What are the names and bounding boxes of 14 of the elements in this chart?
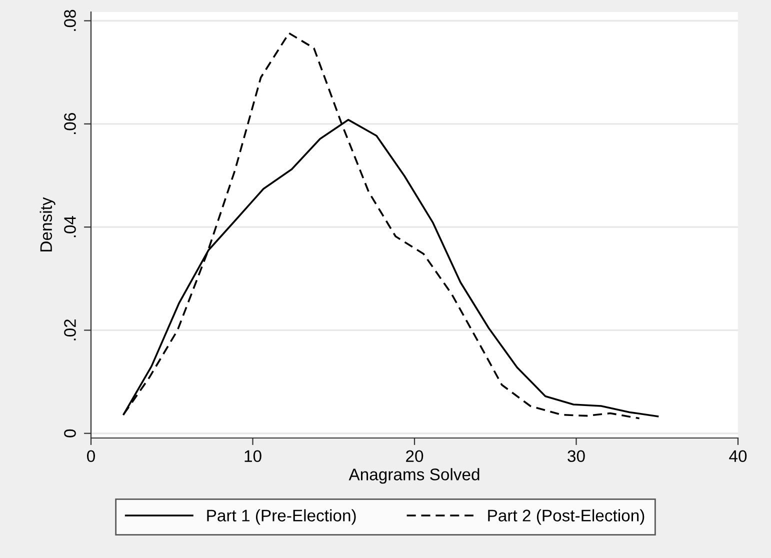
x-tick-label: 40 (729, 450, 747, 462)
y-tick-label: .06 (64, 113, 76, 134)
y-tick-label: .02 (64, 319, 76, 340)
x-tick-label: 20 (406, 450, 424, 462)
y-axis-title: Density (40, 197, 56, 252)
x-tick-label: 0 (87, 450, 95, 462)
y-tick-label: .08 (64, 10, 76, 31)
legend-label: Part 2 (Post-Election) (488, 509, 644, 525)
legend-label: Part 1 (Pre-Election) (207, 509, 356, 525)
y-tick-label: .04 (64, 216, 76, 238)
x-tick-label: 10 (244, 450, 262, 462)
y-tick-label: 0 (64, 429, 76, 438)
x-axis-title: Anagrams Solved (348, 468, 480, 484)
x-tick-label: 30 (568, 450, 585, 462)
